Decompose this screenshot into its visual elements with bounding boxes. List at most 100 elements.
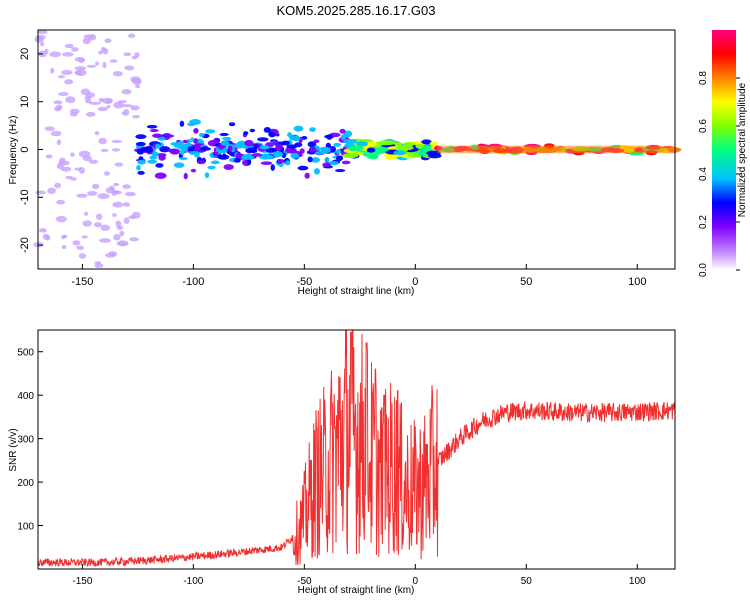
spectral-blob — [333, 142, 342, 147]
spectral-blob — [376, 146, 389, 152]
spectral-blob — [429, 141, 438, 147]
colorbar-tick-label: 0.0 — [698, 263, 709, 277]
spectral-blob — [149, 155, 158, 160]
y-tick-label: 400 — [17, 391, 34, 402]
spectral-blob — [179, 120, 185, 127]
spectral-blob — [98, 97, 105, 103]
spectral-blob — [205, 129, 216, 134]
x-tick-label: 100 — [628, 276, 646, 288]
spectral-blob — [313, 139, 320, 143]
spectral-blob — [121, 89, 132, 95]
spectral-blob — [320, 146, 331, 154]
x-tick-label: 0 — [412, 276, 418, 288]
spectral-blob — [86, 111, 96, 117]
spectral-blob — [341, 160, 351, 165]
colorbar-label: Normalized spectral amplitude — [737, 82, 748, 217]
y-tick-label: 500 — [17, 348, 34, 359]
snr-y-axis-label: SNR (v/v) — [8, 428, 19, 471]
spectral-blob — [91, 183, 100, 190]
spectral-blob — [212, 151, 219, 157]
spectral-blob — [246, 158, 252, 166]
y-tick-label: 0 — [19, 146, 31, 152]
spectral-blob — [243, 131, 249, 136]
spectral-blob — [313, 168, 320, 175]
snr-x-ticks: -150 -100 -50 0 50 100 — [72, 564, 646, 587]
spectral-blob — [135, 134, 147, 140]
spectral-blob — [173, 162, 185, 168]
colorbar: 0.0 0.2 0.4 0.6 0.8 Normalized spectral ampl… — [698, 30, 748, 277]
spectral-blob — [104, 38, 112, 44]
spectral-blob — [236, 152, 241, 159]
spectral-blob — [275, 143, 283, 151]
spectral-blob — [147, 159, 158, 164]
spectral-blob — [291, 135, 301, 142]
spectral-blob — [227, 145, 233, 152]
spectral-blob — [307, 141, 317, 148]
spectral-blob — [124, 191, 136, 197]
spectral-blob — [377, 140, 396, 146]
spectral-blob — [94, 222, 102, 228]
spectral-blob — [169, 148, 181, 155]
spectral-blob — [285, 147, 297, 154]
colorbar-ticks: 0.0 0.2 0.4 0.6 0.8 — [698, 71, 740, 277]
spectral-blob — [324, 157, 330, 162]
spectral-blob — [113, 101, 124, 109]
spectral-blob — [113, 182, 120, 187]
spectral-blob — [65, 175, 73, 180]
colorbar-tick-label: 0.2 — [698, 215, 709, 229]
spectral-blob — [53, 100, 63, 105]
chart-title: KOM5.2025.285.16.17.G03 — [276, 3, 435, 18]
spectral-blob — [97, 193, 110, 200]
spectral-blob — [74, 66, 87, 71]
y-tick-label: 300 — [17, 435, 34, 446]
spectral-blob — [61, 52, 74, 57]
spectral-blob — [366, 147, 376, 153]
spectral-blob — [257, 137, 269, 142]
spectral-blob — [182, 139, 188, 144]
spectral-blob — [342, 139, 358, 145]
spectral-blob — [309, 127, 316, 132]
spectral-blob — [228, 122, 236, 127]
spectral-blob — [111, 139, 123, 143]
spectral-blob — [154, 143, 161, 149]
spectral-blob — [111, 148, 121, 152]
spectral-blob — [270, 164, 275, 171]
colorbar-tick-label: 0.6 — [698, 119, 709, 133]
spectral-blob — [70, 152, 75, 157]
spectral-blob — [65, 96, 76, 104]
spectral-blob — [152, 133, 163, 138]
spectral-blob — [127, 33, 136, 39]
spectral-blob — [137, 170, 145, 175]
spectral-blob — [116, 240, 129, 247]
spectral-blob — [38, 228, 47, 233]
spectral-blob — [64, 79, 74, 85]
spectral-blob — [366, 141, 377, 147]
spectral-blob — [113, 233, 121, 241]
spectral-blob — [241, 154, 247, 161]
spectral-blob — [130, 105, 140, 111]
spectral-blob — [149, 129, 159, 133]
spectral-blob — [260, 161, 273, 165]
spectral-blob — [190, 168, 197, 173]
spectral-blob — [47, 187, 56, 195]
spectral-blob — [334, 169, 346, 173]
spectral-blob — [45, 154, 53, 159]
spectral-blob — [94, 131, 100, 136]
spectrogram-y-axis-label: Frequency (Hz) — [8, 116, 19, 185]
spectral-blob — [137, 159, 146, 165]
y-tick-label: 10 — [19, 96, 31, 108]
spectral-blob — [362, 152, 380, 158]
spectral-blob — [49, 51, 61, 58]
spectral-blob — [86, 64, 97, 68]
spectral-blob — [89, 101, 101, 106]
spectral-blob — [179, 157, 188, 161]
spectral-blob — [272, 141, 279, 145]
spectral-blob — [64, 43, 74, 49]
spectral-blob — [57, 75, 66, 79]
y-tick-label: 20 — [19, 48, 31, 60]
spectral-blob — [123, 108, 130, 116]
spectral-blob — [154, 172, 167, 180]
spectral-blob — [170, 142, 179, 146]
spectral-blob — [185, 146, 197, 152]
spectral-blob — [199, 146, 212, 151]
